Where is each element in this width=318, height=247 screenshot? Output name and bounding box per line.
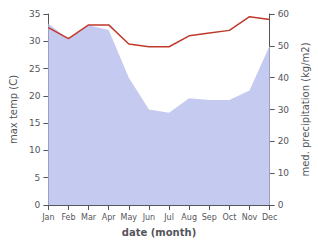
svg-text:10: 10 [278, 168, 290, 178]
svg-text:25: 25 [29, 64, 40, 74]
svg-text:max temp (C): max temp (C) [8, 75, 19, 144]
svg-text:Oct: Oct [222, 213, 236, 222]
svg-text:Jan: Jan [41, 213, 54, 222]
svg-text:10: 10 [29, 145, 41, 155]
svg-text:40: 40 [278, 73, 290, 83]
svg-text:Nov: Nov [242, 213, 258, 222]
svg-text:30: 30 [29, 36, 41, 46]
svg-text:60: 60 [278, 9, 290, 19]
svg-text:May: May [121, 213, 138, 222]
svg-text:20: 20 [278, 136, 290, 146]
svg-text:0: 0 [278, 200, 284, 210]
svg-text:0: 0 [35, 200, 41, 210]
svg-text:Sep: Sep [202, 213, 217, 222]
svg-text:Jul: Jul [163, 213, 174, 222]
svg-text:5: 5 [35, 173, 41, 183]
svg-text:Jun: Jun [142, 213, 156, 222]
svg-text:35: 35 [29, 9, 40, 19]
svg-text:30: 30 [278, 105, 290, 115]
svg-text:15: 15 [29, 118, 40, 128]
svg-text:Feb: Feb [61, 213, 75, 222]
svg-text:Dec: Dec [262, 213, 277, 222]
svg-text:Mar: Mar [81, 213, 97, 222]
svg-text:50: 50 [278, 41, 290, 51]
svg-text:20: 20 [29, 91, 41, 101]
svg-text:date (month): date (month) [122, 227, 196, 238]
svg-text:Apr: Apr [102, 213, 117, 222]
svg-text:med. precipitation (kg/m2): med. precipitation (kg/m2) [300, 42, 311, 176]
svg-text:Aug: Aug [181, 213, 197, 222]
